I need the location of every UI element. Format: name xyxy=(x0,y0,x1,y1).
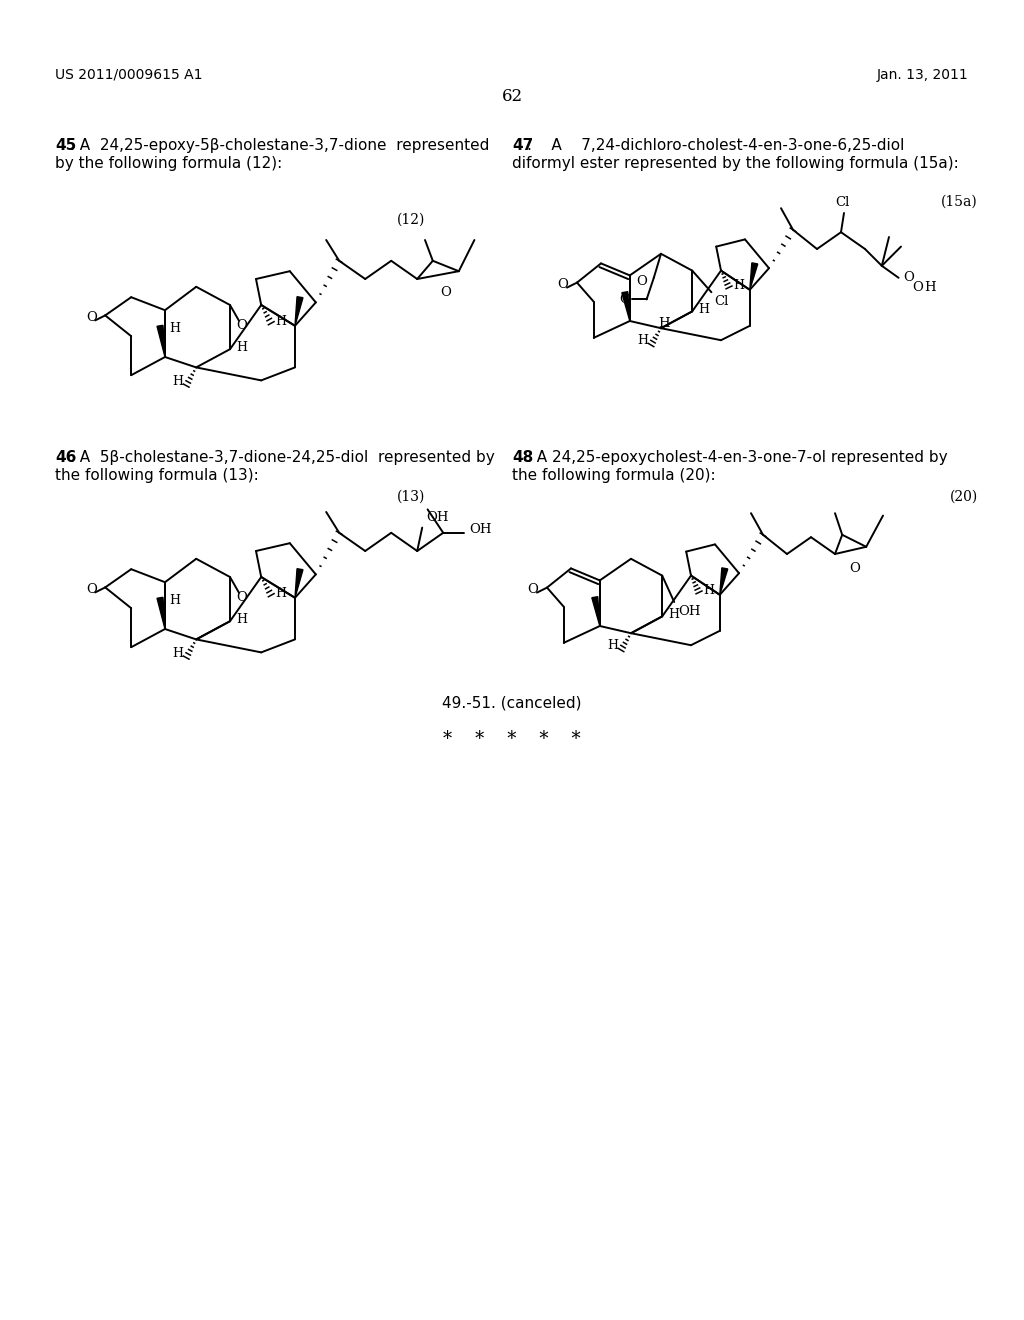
Text: O: O xyxy=(86,312,96,323)
Text: 62: 62 xyxy=(502,88,522,106)
Text: 48: 48 xyxy=(512,450,534,465)
Text: H: H xyxy=(657,317,670,330)
Text: OH: OH xyxy=(469,523,492,536)
Text: (15a): (15a) xyxy=(941,195,978,209)
Text: 46: 46 xyxy=(55,450,77,465)
Text: H: H xyxy=(703,585,714,597)
Text: OH: OH xyxy=(678,605,700,618)
Text: . A 24,25-epoxycholest-4-en-3-one-7-ol represented by: . A 24,25-epoxycholest-4-en-3-one-7-ol r… xyxy=(527,450,947,465)
Text: .    A    7,24-dichloro-cholest-4-en-3-one-6,25-diol: . A 7,24-dichloro-cholest-4-en-3-one-6,2… xyxy=(527,139,904,153)
Polygon shape xyxy=(157,598,165,630)
Text: OH: OH xyxy=(426,511,449,524)
Text: 47: 47 xyxy=(512,139,534,153)
Text: O: O xyxy=(237,591,248,605)
Text: Cl: Cl xyxy=(715,296,729,308)
Text: H: H xyxy=(607,639,618,652)
Text: H: H xyxy=(669,609,679,622)
Text: H: H xyxy=(236,614,247,626)
Text: Cl: Cl xyxy=(835,195,849,209)
Text: H: H xyxy=(733,280,744,292)
Text: H: H xyxy=(236,341,247,354)
Polygon shape xyxy=(157,325,165,356)
Text: H: H xyxy=(169,322,180,335)
Text: *    *    *    *    *: * * * * * xyxy=(443,730,581,748)
Polygon shape xyxy=(295,569,303,598)
Text: H: H xyxy=(638,334,648,347)
Text: . A  5β-cholestane-3,7-dione-24,25-diol  represented by: . A 5β-cholestane-3,7-dione-24,25-diol r… xyxy=(70,450,495,465)
Text: 45: 45 xyxy=(55,139,76,153)
Text: O: O xyxy=(86,583,96,595)
Text: O: O xyxy=(636,276,647,288)
Polygon shape xyxy=(720,568,728,595)
Text: O: O xyxy=(618,293,630,306)
Text: (13): (13) xyxy=(396,490,425,504)
Text: . A  24,25-epoxy-5β-cholestane-3,7-dione  represented: . A 24,25-epoxy-5β-cholestane-3,7-dione … xyxy=(70,139,489,153)
Text: 49.-51. (canceled): 49.-51. (canceled) xyxy=(442,696,582,710)
Text: O: O xyxy=(527,583,539,597)
Text: O: O xyxy=(849,562,859,576)
Polygon shape xyxy=(750,263,758,290)
Text: (20): (20) xyxy=(949,490,978,504)
Text: H: H xyxy=(169,594,180,607)
Text: H: H xyxy=(698,304,710,317)
Polygon shape xyxy=(295,297,303,326)
Text: US 2011/0009615 A1: US 2011/0009615 A1 xyxy=(55,69,203,82)
Text: by the following formula (12):: by the following formula (12): xyxy=(55,156,283,172)
Text: O: O xyxy=(237,319,248,333)
Text: O: O xyxy=(557,279,568,292)
Text: Jan. 13, 2011: Jan. 13, 2011 xyxy=(877,69,968,82)
Text: diformyl ester represented by the following formula (15a):: diformyl ester represented by the follow… xyxy=(512,156,958,172)
Text: H: H xyxy=(275,587,286,601)
Text: O: O xyxy=(903,272,914,284)
Text: O: O xyxy=(912,281,924,294)
Text: H: H xyxy=(173,375,183,388)
Text: O: O xyxy=(440,285,452,298)
Text: the following formula (20):: the following formula (20): xyxy=(512,469,716,483)
Polygon shape xyxy=(592,597,600,626)
Text: (12): (12) xyxy=(396,213,425,227)
Text: the following formula (13):: the following formula (13): xyxy=(55,469,259,483)
Text: H: H xyxy=(925,281,936,294)
Polygon shape xyxy=(622,292,630,321)
Text: H: H xyxy=(173,647,183,660)
Text: H: H xyxy=(275,315,286,329)
